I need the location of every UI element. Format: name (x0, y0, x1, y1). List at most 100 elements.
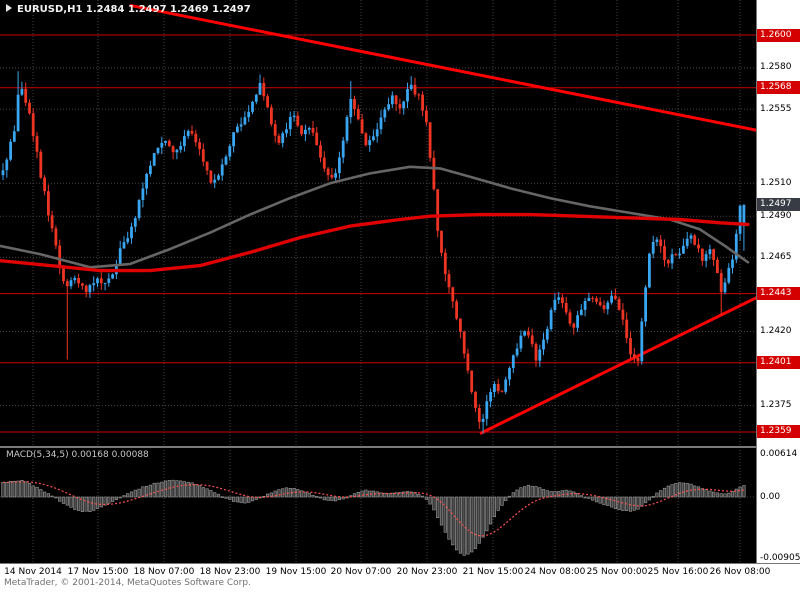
candle-body (16, 94, 20, 132)
candle-body (545, 329, 549, 340)
macd-bar (383, 492, 387, 498)
candle-body (338, 157, 341, 174)
candle-body (353, 99, 356, 110)
candle-body (579, 309, 583, 316)
macd-bar (379, 492, 383, 498)
candle-body (425, 110, 428, 123)
candle-body (31, 113, 35, 137)
candle-body (443, 252, 447, 275)
trendline-2[interactable] (479, 295, 759, 435)
macd-bar (504, 496, 508, 501)
candle-body (133, 218, 137, 227)
macd-bar (439, 496, 444, 526)
time-axis-label: 26 Nov 08:00 (709, 567, 771, 577)
macd-bar (1, 481, 5, 498)
candle-body (606, 302, 610, 310)
macd-bar (507, 495, 512, 498)
macd-bar (31, 485, 35, 498)
candle-body (390, 95, 394, 105)
trendline-1[interactable] (129, 3, 759, 132)
candle-body (277, 135, 281, 143)
macd-bar (473, 496, 478, 549)
time-axis[interactable]: MetaTrader, © 2001-2014, MetaQuotes Soft… (0, 563, 800, 600)
panel-separator[interactable] (0, 446, 800, 448)
macd-bar (534, 486, 538, 498)
candle-body (742, 204, 746, 227)
time-axis-label: 24 Nov 08:00 (524, 567, 586, 577)
macd-bar (609, 496, 614, 508)
candle-body (530, 335, 534, 345)
macd-bar (129, 491, 134, 498)
candle-body (137, 200, 141, 218)
candle-body (345, 117, 349, 141)
macd-bar (5, 481, 9, 498)
macd-bar (420, 495, 425, 498)
candle-body (553, 299, 557, 310)
horizontal-lines-layer[interactable] (0, 34, 756, 433)
macd-bar (16, 480, 20, 498)
macd-bar (594, 496, 599, 503)
candle-body (111, 274, 114, 279)
trendlines-layer[interactable] (129, 3, 759, 435)
macd-bar (711, 491, 716, 498)
macd-bar (598, 496, 602, 504)
candle-body (58, 245, 62, 268)
candle-body (205, 161, 209, 171)
candle-body (247, 111, 251, 118)
candle-body (315, 132, 319, 146)
time-axis-label: 20 Nov 23:00 (396, 567, 458, 577)
candle-body (409, 84, 413, 90)
macd-bar (356, 491, 360, 498)
macd-bar (617, 496, 621, 510)
current-price-badge: 1.2497 (757, 198, 800, 211)
candle-body (428, 122, 432, 158)
macd-bar (232, 496, 236, 502)
time-axis-label: 21 Nov 15:00 (462, 567, 524, 577)
candle-body (24, 88, 28, 103)
candle-body (704, 254, 708, 261)
candle-body (179, 146, 183, 150)
candle-body (307, 128, 311, 130)
macd-bar (239, 496, 243, 503)
macd-bar (35, 486, 39, 498)
candle-body (470, 370, 474, 392)
candle-body (54, 228, 58, 246)
candle-body (213, 179, 217, 183)
macd-bar (734, 488, 738, 498)
candle-body (201, 149, 205, 162)
candle-body (175, 149, 179, 153)
candle-body (674, 254, 678, 256)
macd-bar (685, 482, 689, 498)
candle-body (625, 319, 629, 339)
price-axis[interactable]: 1.2600 1.2580 1.2568 1.2555 1.2510 1.2497 1.24… (756, 0, 800, 600)
macd-bar (88, 496, 92, 512)
macd-bar (360, 490, 364, 498)
candle-body (220, 164, 224, 176)
candle-body (304, 129, 307, 135)
macd-bar (405, 491, 410, 498)
candle-body (734, 233, 738, 260)
candle-body (406, 89, 409, 102)
candle-body (496, 384, 500, 392)
candle-body (636, 357, 640, 362)
candle-body (285, 129, 288, 134)
macd-bar (182, 481, 187, 498)
macd-bar (409, 491, 413, 498)
macd-bar (95, 496, 100, 509)
macd-bar (730, 491, 735, 498)
candle-body (368, 140, 372, 146)
candle-body (436, 189, 440, 231)
candle-body (387, 104, 390, 110)
macd-bar (436, 496, 440, 519)
candle-body (122, 242, 126, 249)
macd-bar (488, 496, 493, 525)
candle-body (281, 133, 285, 143)
macd-bar (390, 492, 394, 498)
macd-axis-label: 0.00 (760, 492, 781, 502)
candle-body (477, 407, 481, 422)
candle-body (738, 205, 742, 234)
macd-bar (613, 496, 617, 509)
macd-bar (715, 492, 719, 498)
candle-body (164, 140, 167, 143)
